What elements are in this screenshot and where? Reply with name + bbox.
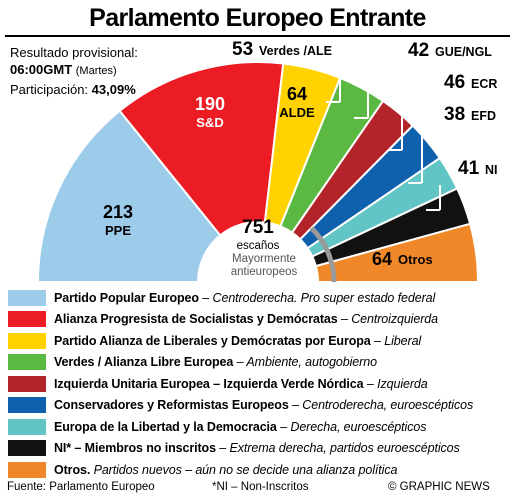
value-gue-ngl: 42 <box>408 40 429 61</box>
legend-swatch <box>8 440 46 457</box>
legend-name: Conservadores y Reformistas Europeos <box>54 398 289 413</box>
legend-text: Verdes / Alianza Libre Europea – Ambient… <box>54 355 377 369</box>
label-s-d: S&D <box>196 115 223 130</box>
legend-separator: – <box>198 290 213 305</box>
label-efd: EFD <box>471 109 496 123</box>
legend-swatch <box>8 332 46 349</box>
legend-description: Ambiente, autogobierno <box>246 355 377 370</box>
legend-name: Europa de la Libertad y la Democracia <box>54 419 277 434</box>
legend-swatch <box>8 311 46 328</box>
legend-description: Liberal <box>384 333 422 348</box>
total-seats: 751 <box>242 217 274 238</box>
legend-description: Centroderecha. Pro super estado federal <box>212 290 436 305</box>
time-value: 06:00 <box>10 62 44 77</box>
legend-item: Otros. Partidos nuevos – aún no se decid… <box>8 459 508 481</box>
slice-otros <box>314 222 480 283</box>
legend-text: Alianza Progresista de Socialistas y Dem… <box>54 312 438 326</box>
legend-text: Partido Alianza de Liberales y Demócrata… <box>54 334 421 348</box>
label-alde: ALDE <box>279 105 315 120</box>
label-gue-ngl: GUE/NGL <box>435 45 492 59</box>
legend-swatch <box>8 397 46 414</box>
legend-item: Conservadores y Reformistas Europeos – C… <box>8 395 508 417</box>
slice-s-d <box>118 61 285 237</box>
legend-name: Partido Popular Europeo <box>54 290 199 305</box>
legend-swatch <box>8 354 46 371</box>
legend-swatch <box>8 375 46 392</box>
eurosceptic-label-line2: antieuropeos <box>231 266 298 278</box>
legend-name: Verdes / Alianza Libre Europea <box>54 355 234 370</box>
legend-description: Izquierda <box>377 376 428 391</box>
legend-item: Partido Popular Europeo – Centroderecha.… <box>8 287 508 309</box>
label-otros: Otros <box>398 252 433 267</box>
legend-separator: – <box>337 312 352 327</box>
legend-item: Europa de la Libertad y la Democracia – … <box>8 416 508 438</box>
legend-name: Alianza Progresista de Socialistas y Dem… <box>54 312 338 327</box>
source-text: Fuente: Parlamento Europeo <box>7 481 155 493</box>
legend-name: Izquierda Unitaria Europea – Izquierda V… <box>54 376 364 391</box>
legend-text: Conservadores y Reformistas Europeos – C… <box>54 398 473 412</box>
value-otros: 64 <box>372 249 392 269</box>
label-ecr: ECR <box>471 77 497 91</box>
label-ppe: PPE <box>105 223 131 238</box>
value-ppe: 213 <box>103 202 133 222</box>
chart-title: Parlamento Europeo Entrante <box>89 4 426 32</box>
legend-item: Izquierda Unitaria Europea – Izquierda V… <box>8 373 508 395</box>
legend-description: Derecha, euroescépticos <box>290 419 427 434</box>
value-s-d: 190 <box>195 94 225 114</box>
legend-text: NI* – Miembros no inscritos – Extrema de… <box>54 441 460 455</box>
legend-text: Partido Popular Europeo – Centroderecha.… <box>54 291 435 305</box>
label-ni: NI <box>485 163 498 177</box>
legend: Partido Popular Europeo – Centroderecha.… <box>8 287 508 481</box>
value-ni: 41 <box>458 158 480 179</box>
legend-separator: – <box>233 355 247 370</box>
participation: Participación: 43,09% <box>10 82 136 98</box>
legend-description: Centroizquierda <box>351 312 438 327</box>
eurosceptic-bracket <box>309 226 337 283</box>
legend-text: Izquierda Unitaria Europea – Izquierda V… <box>54 377 428 391</box>
slice-ppe <box>36 109 222 283</box>
legend-description: Partidos nuevos – aún no se decide una a… <box>93 462 398 477</box>
credit-text: © GRAPHIC NEWS <box>388 481 490 493</box>
legend-swatch <box>8 289 46 306</box>
value-verdes-ale: 53 <box>232 39 253 60</box>
value-ecr: 46 <box>444 72 465 93</box>
legend-separator: – <box>370 333 385 348</box>
legend-item: Partido Alianza de Liberales y Demócrata… <box>8 330 508 352</box>
legend-text: Otros. Partidos nuevos – aún no se decid… <box>54 463 397 477</box>
result-time: 06:00GMT (Martes) <box>10 62 117 79</box>
label-verdes-ale: Verdes /ALE <box>259 44 332 58</box>
legend-name: Partido Alianza de Liberales y Demócrata… <box>54 333 371 348</box>
participation-label: Participación: <box>10 82 89 97</box>
result-label: Resultado provisional: <box>10 45 138 60</box>
footer: Fuente: Parlamento Europeo *NI – Non-Ins… <box>0 481 515 498</box>
legend-swatch <box>8 418 46 435</box>
footnote-text: *NI – Non-Inscritos <box>212 481 309 493</box>
time-zone: GMT <box>43 62 73 77</box>
legend-text: Europa de la Libertad y la Democracia – … <box>54 420 426 434</box>
participation-value: 43,09% <box>91 82 136 97</box>
legend-separator: – <box>276 419 291 434</box>
total-seats-label: escaños <box>237 240 280 252</box>
legend-name: NI* – Miembros no inscritos <box>54 441 216 456</box>
legend-description: Centroderecha, euroescépticos <box>302 398 474 413</box>
legend-item: Verdes / Alianza Libre Europea – Ambient… <box>8 352 508 374</box>
value-efd: 38 <box>444 104 465 125</box>
legend-name: Otros. <box>54 462 91 477</box>
legend-separator: – <box>363 376 378 391</box>
legend-swatch <box>8 461 46 478</box>
eurosceptic-label-line1: Mayormente <box>232 253 296 265</box>
legend-separator: – <box>215 441 230 456</box>
legend-item: NI* – Miembros no inscritos – Extrema de… <box>8 438 508 460</box>
value-alde: 64 <box>287 84 307 104</box>
title-divider <box>5 35 510 37</box>
legend-description: Extrema derecha, partidos euroescépticos <box>229 441 460 456</box>
time-day: (Martes) <box>75 65 117 77</box>
legend-separator: – <box>288 398 303 413</box>
legend-item: Alianza Progresista de Socialistas y Dem… <box>8 309 508 331</box>
